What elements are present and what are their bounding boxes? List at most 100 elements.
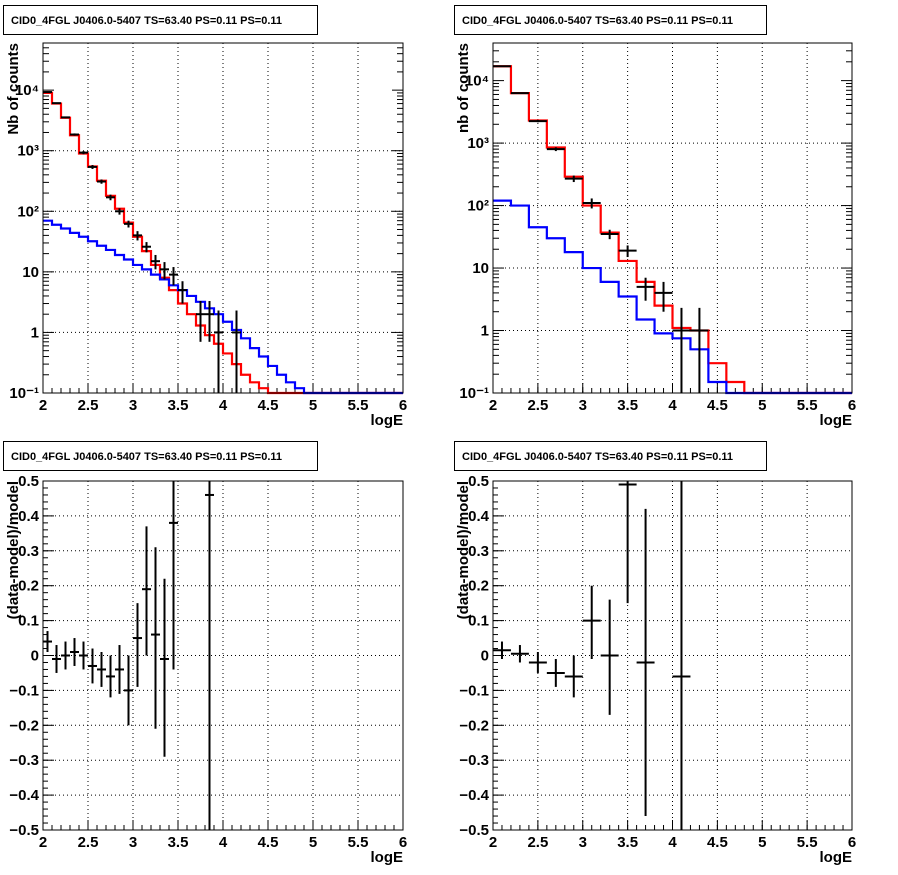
y-tick-label: 10 (22, 264, 39, 281)
x-axis-label: logE (371, 412, 404, 429)
x-tick-label: 3 (579, 834, 587, 851)
x-tick-label: 3.5 (617, 397, 638, 414)
y-axis-label: Nb of counts (5, 43, 22, 135)
x-tick-label: 5 (758, 397, 766, 414)
x-tick-label: 5.5 (348, 834, 369, 851)
chart-panel-1: CID0_4FGL J0406.0-5407 TS=63.40 PS=0.11 … (3, 5, 407, 429)
data-point (493, 65, 511, 68)
x-tick-label: 2.5 (78, 834, 99, 851)
data-point (124, 655, 133, 726)
data-point (151, 254, 160, 270)
y-tick-label: −0.5 (9, 822, 39, 839)
data-point (142, 526, 151, 656)
data-point (672, 307, 691, 393)
x-tick-label: 4.5 (258, 397, 279, 414)
y-tick-label: 0.1 (468, 613, 489, 630)
y-axis-label: (data-model)/model (5, 481, 22, 619)
y-tick-label: 0.4 (468, 508, 490, 525)
data-point (52, 645, 61, 673)
x-tick-label: 5.5 (797, 397, 818, 414)
data-point (205, 481, 214, 830)
y-tick-label: 10 (472, 260, 489, 277)
data-point (169, 267, 178, 286)
x-tick-label: 6 (399, 834, 407, 851)
y-tick-label: 10⁻¹ (459, 385, 489, 402)
x-tick-label: 2 (489, 834, 497, 851)
data-point (160, 262, 169, 280)
y-tick-label: 10⁴ (15, 82, 39, 99)
data-point (618, 245, 637, 258)
data-point (510, 92, 529, 95)
data-point (214, 310, 223, 393)
data-point (70, 133, 79, 136)
data-point (70, 638, 79, 666)
data-point (142, 242, 151, 253)
data-point (115, 645, 124, 694)
x-axis-label: logE (371, 849, 404, 866)
x-tick-label: 3 (129, 834, 137, 851)
y-tick-label: 1 (31, 324, 39, 341)
y-tick-label: −0.4 (459, 787, 489, 804)
data-point (61, 116, 70, 119)
x-tick-label: 4 (219, 397, 228, 414)
x-tick-label: 2 (39, 834, 47, 851)
y-tick-label: 0.2 (18, 578, 39, 595)
plot-frame (42, 42, 404, 394)
y-tick-label: −0.2 (9, 717, 39, 734)
title-box (3, 441, 318, 471)
y-tick-label: 10² (17, 203, 39, 220)
y-tick-label: 10⁴ (465, 73, 489, 90)
x-tick-label: 5 (309, 397, 317, 414)
data-point (115, 208, 124, 215)
y-tick-label: 10³ (467, 135, 489, 152)
series-histogram-blue (493, 199, 852, 395)
data-point (205, 301, 214, 342)
title-box (454, 441, 767, 471)
x-tick-label: 3.5 (168, 834, 189, 851)
data-point (582, 198, 601, 209)
x-tick-label: 4 (668, 397, 677, 414)
data-point (88, 165, 97, 169)
data-point (106, 194, 115, 201)
y-tick-label: −0.1 (459, 682, 489, 699)
x-tick-label: 2 (489, 397, 497, 414)
plot-frame (42, 480, 404, 831)
y-tick-label: 0.5 (18, 473, 39, 490)
x-tick-label: 5 (309, 834, 317, 851)
x-axis-label: logE (820, 412, 853, 429)
y-tick-label: 1 (481, 323, 489, 340)
x-tick-label: 6 (848, 397, 856, 414)
x-tick-label: 5.5 (348, 397, 369, 414)
y-tick-label: 0 (31, 648, 39, 665)
data-point (232, 310, 241, 393)
data-point (672, 481, 691, 830)
data-point (600, 599, 619, 715)
data-point (97, 652, 106, 687)
y-tick-label: 10² (467, 198, 489, 215)
data-point (151, 547, 160, 729)
data-point (61, 641, 70, 670)
data-point (690, 307, 709, 393)
chart-title: CID0_4FGL J0406.0-5407 TS=63.40 PS=0.11 … (11, 451, 282, 463)
data-point (124, 220, 133, 228)
data-point (169, 481, 178, 670)
y-tick-label: −0.3 (9, 752, 39, 769)
y-tick-label: −0.2 (459, 717, 489, 734)
data-point (79, 641, 88, 670)
data-point (582, 585, 601, 659)
y-tick-label: 0.1 (18, 613, 39, 630)
x-tick-label: 4.5 (707, 834, 728, 851)
title-box (3, 5, 318, 35)
data-point (79, 151, 88, 155)
x-tick-label: 3.5 (617, 834, 638, 851)
data-point (160, 578, 169, 757)
data-point (564, 175, 583, 183)
x-tick-label: 2.5 (78, 397, 99, 414)
data-point (546, 658, 565, 687)
data-point (196, 301, 205, 342)
y-tick-label: 0.5 (468, 473, 489, 490)
data-point (88, 648, 97, 684)
data-point (546, 147, 565, 152)
data-point (106, 655, 115, 698)
